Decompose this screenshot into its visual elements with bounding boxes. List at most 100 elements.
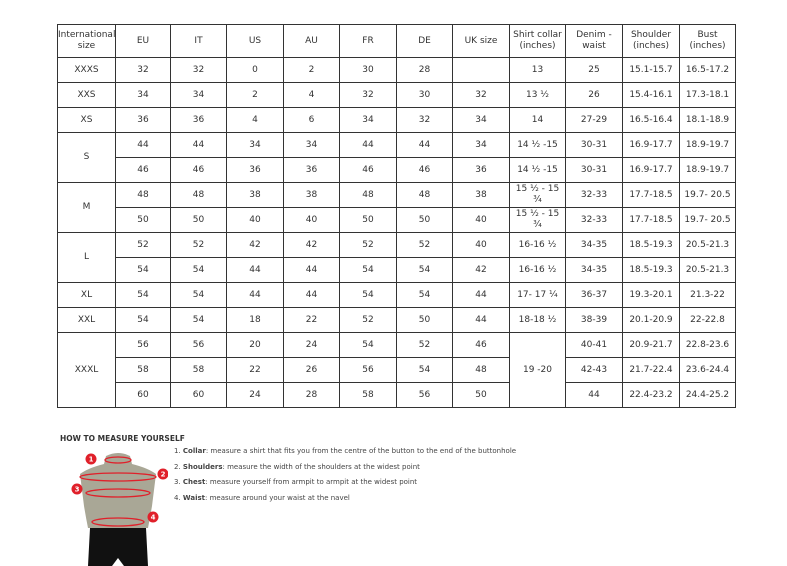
table-cell: 54	[339, 257, 397, 283]
table-cell: 44	[339, 132, 397, 158]
table-cell: 36	[452, 157, 510, 183]
column-header: DE	[396, 24, 453, 58]
table-cell: 56	[339, 357, 397, 383]
table-cell: 54	[170, 307, 227, 333]
table-cell: 54	[115, 257, 171, 283]
table-row: 50 50 40 40 50 50 40 15 ½ - 15 ¾ 32-33 17.7-18.5 1…	[58, 207, 736, 233]
column-header: FR	[339, 24, 397, 58]
table-cell: 14 ½ -15	[509, 132, 566, 158]
table-cell: 58	[170, 357, 227, 383]
table-cell: 18.5-19.3	[622, 257, 680, 283]
table-cell: 42	[452, 257, 510, 283]
table-cell: 17.3-18.1	[679, 82, 736, 108]
table-cell: 32-33	[565, 207, 623, 233]
table-cell: 19.3-20.1	[622, 282, 680, 308]
table-cell: 21.3-22	[679, 282, 736, 308]
table-cell: 14 ½ -15	[509, 157, 566, 183]
table-cell: 18.1-18.9	[679, 107, 736, 133]
table-cell: 50	[170, 207, 227, 233]
table-cell: 60	[115, 382, 171, 408]
table-cell: 46	[396, 157, 453, 183]
international-size-cell: XXXL	[57, 332, 116, 408]
table-cell: 54	[115, 307, 171, 333]
table-cell: 50	[339, 207, 397, 233]
table-row: XXXL 56 56 20 24 54 52 46 19 -20 40-41 20.9-21.7 22…	[57, 332, 736, 408]
table-cell: 26	[565, 82, 623, 108]
table-cell: 16.9-17.7	[622, 132, 680, 158]
table-cell: 30-31	[565, 157, 623, 183]
item-text: : measure yourself from armpit to armpit…	[205, 478, 418, 486]
table-cell: 25	[565, 57, 623, 83]
table-cell: 44	[452, 282, 510, 308]
instruction-item: 2. Shoulders: measure the width of the s…	[174, 463, 516, 479]
table-cell: 26	[283, 357, 340, 383]
table-cell: 42-43	[565, 357, 623, 383]
table-cell: 24	[226, 382, 284, 408]
table-cell: 13	[509, 57, 566, 83]
column-header: Denim - waist	[565, 24, 623, 58]
marker-2-label: 2	[161, 471, 166, 479]
table-cell: 2	[226, 82, 284, 108]
table-cell: 32	[452, 82, 510, 108]
table-cell: 56	[396, 382, 453, 408]
table-cell: 15 ½ - 15 ¾	[509, 207, 566, 233]
torso-measurement-illustration: 1 2 3 4	[71, 453, 168, 566]
international-size-cell: XXS	[57, 82, 116, 108]
table-cell: 44	[283, 257, 340, 283]
table-cell: 38	[452, 182, 510, 208]
table-row: XXXS 32 32 0 2 30 28 13 25 15.1-15.7 16.5-17.2	[57, 57, 736, 83]
item-number: 2.	[174, 462, 181, 471]
measurement-instructions: 1. Collar: measure a shirt that fits you…	[174, 447, 516, 509]
item-number: 4.	[174, 493, 181, 502]
table-cell: 46	[170, 157, 227, 183]
table-cell: 46	[452, 332, 510, 358]
table-row: M 48 48 38 38 48 48 38 15 ½ - 15 ¾ 32-33 17.7-18.5…	[57, 182, 736, 233]
table-cell: 34	[452, 132, 510, 158]
table-cell: 54	[339, 332, 397, 358]
table-row: 58 58 22 26 56 54 48 42-43 21.7-22.4 23.6-24.4	[58, 357, 736, 383]
table-cell: 32	[396, 107, 453, 133]
table-cell: 20	[226, 332, 284, 358]
column-header: Shirt collar (inches)	[509, 24, 566, 58]
table-cell: 16.5-16.4	[622, 107, 680, 133]
table-cell: 44	[396, 132, 453, 158]
column-header: Bust (inches)	[679, 24, 736, 58]
instruction-item: 4. Waist: measure around your waist at t…	[174, 494, 516, 510]
table-cell: 40-41	[565, 332, 623, 358]
table-cell: 46	[339, 157, 397, 183]
table-cell: 48	[452, 357, 510, 383]
table-cell: 30	[396, 82, 453, 108]
table-cell: 6	[283, 107, 340, 133]
table-cell: 32	[170, 57, 227, 83]
table-row: XXL 54 54 18 22 52 50 44 18-18 ½ 38-39 20.1-20.9 22…	[57, 307, 736, 333]
table-cell: 52	[396, 232, 453, 258]
table-cell: 28	[396, 57, 453, 83]
item-label: Collar	[182, 447, 206, 455]
table-cell: 44	[452, 307, 510, 333]
table-row: XL 54 54 44 44 54 54 44 17- 17 ¼ 36-37 19.3-20.1 21…	[57, 282, 736, 308]
table-cell: 36-37	[565, 282, 623, 308]
table-cell: 38-39	[565, 307, 623, 333]
table-cell: 52	[339, 232, 397, 258]
table-row: S 44 44 34 34 44 44 34 14 ½ -15 30-31 16.9-17.7 18.…	[57, 132, 736, 183]
table-cell: 40	[452, 207, 510, 233]
table-row: 60 60 24 28 58 56 50 44 22.4-23.2 24.4-25.2	[58, 382, 736, 408]
table-cell: 2	[283, 57, 340, 83]
column-header: EU	[115, 24, 171, 58]
table-cell: 16-16 ½	[509, 232, 566, 258]
table-cell: 22.4-23.2	[622, 382, 680, 408]
table-cell: 44	[283, 282, 340, 308]
table-cell: 20.5-21.3	[679, 257, 736, 283]
column-header: IT	[170, 24, 227, 58]
table-cell: 40	[226, 207, 284, 233]
item-label: Shoulders	[182, 462, 223, 471]
column-header: AU	[283, 24, 340, 58]
table-cell: 4	[226, 107, 284, 133]
table-cell: 40	[283, 207, 340, 233]
table-cell: 34	[226, 132, 284, 158]
table-cell: 48	[115, 182, 171, 208]
table-cell: 54	[396, 257, 453, 283]
table-cell: 54	[115, 282, 171, 308]
table-cell: 30-31	[565, 132, 623, 158]
table-cell: 40	[452, 232, 510, 258]
